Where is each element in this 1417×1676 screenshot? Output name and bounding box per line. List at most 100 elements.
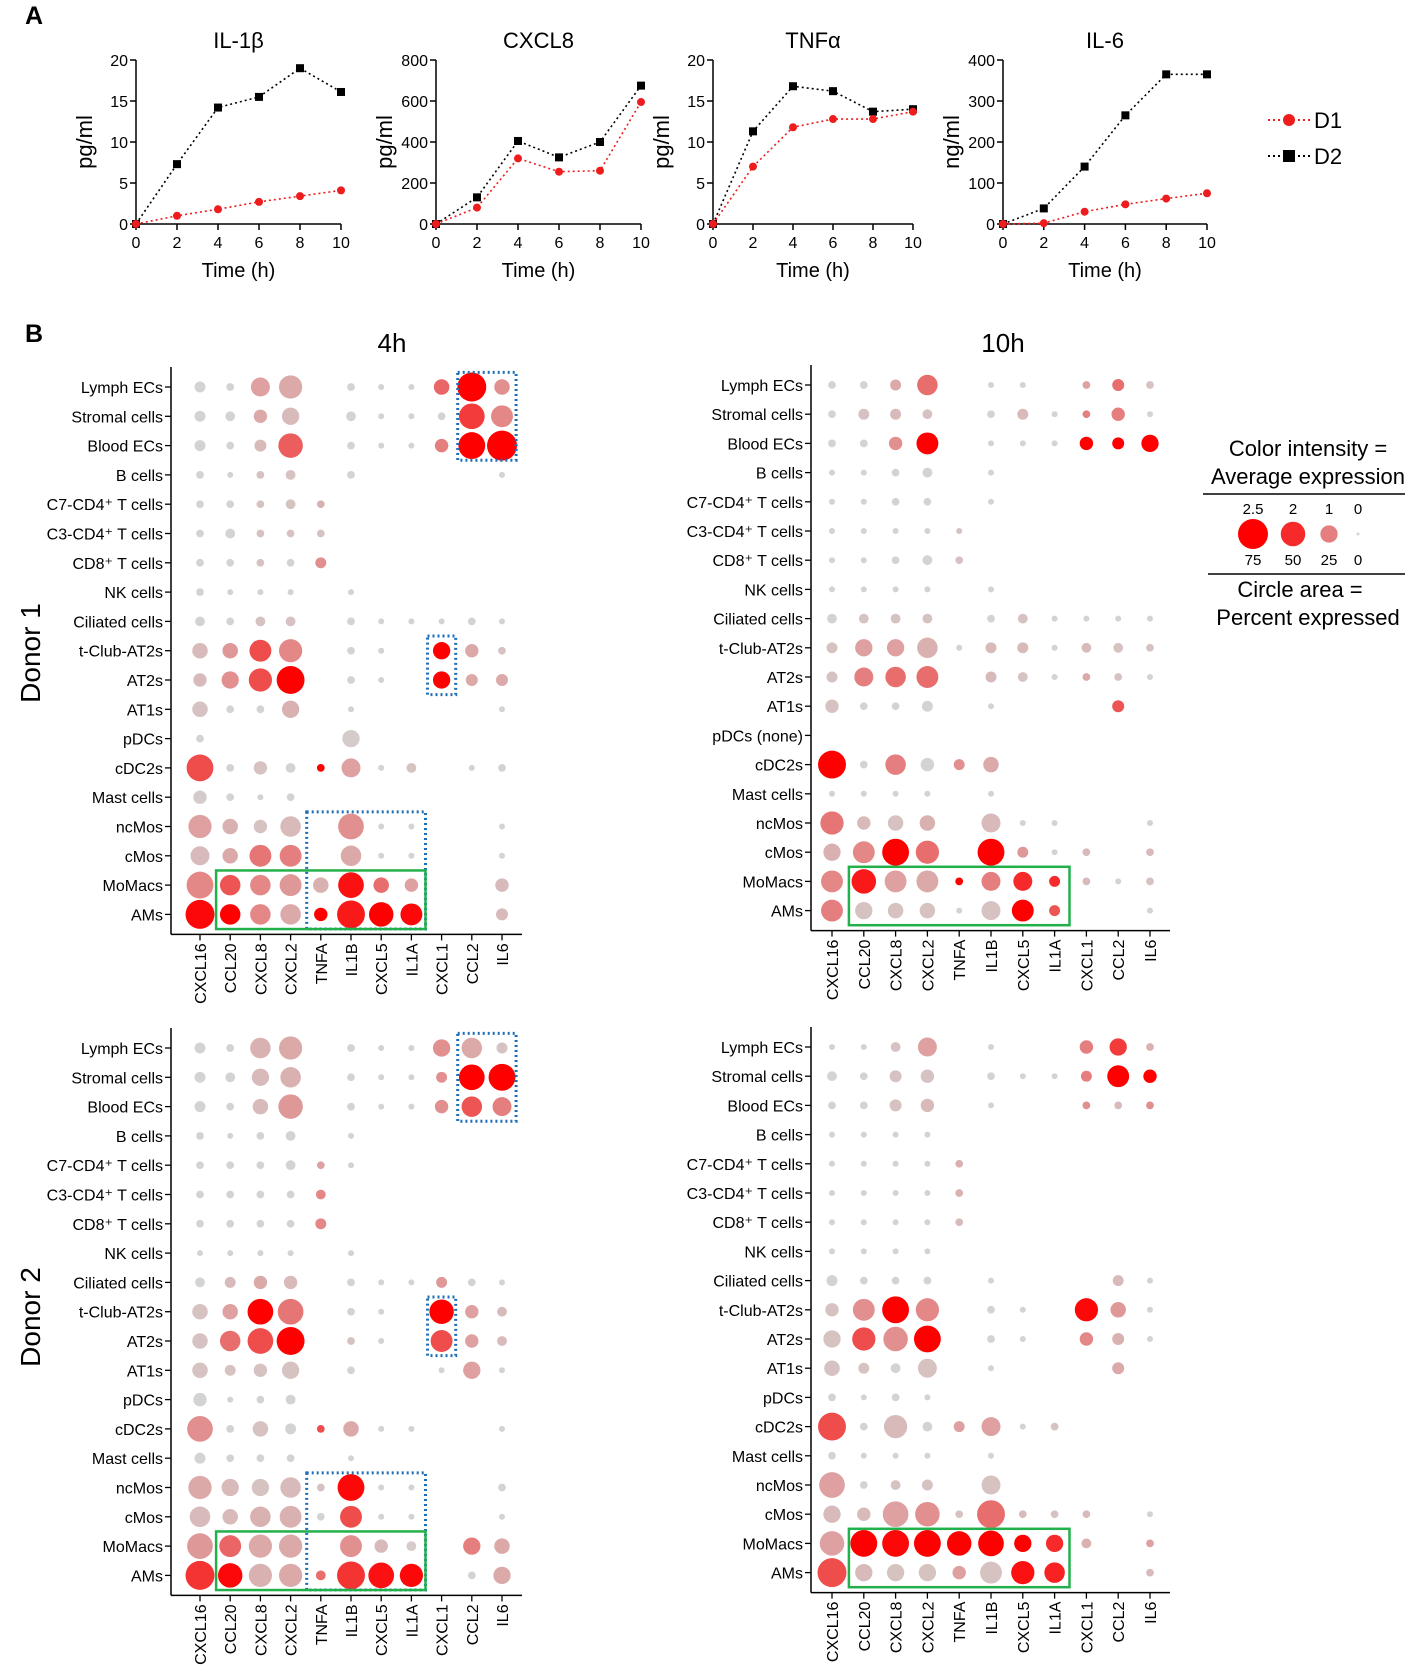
column-label-cxcl5: CXCL5 (374, 1604, 391, 1656)
dot-size-legend: Color intensity = Average expression 2.5… (1203, 436, 1405, 630)
dot-cdc2s-tnfa (316, 1425, 325, 1433)
dot-ciliated-cells-cxcl8 (890, 613, 901, 624)
dot-ciliated-cells-ccl20 (859, 1276, 868, 1285)
dot-momacs-ccl20 (219, 1535, 242, 1558)
dot-at2s-il1a (1051, 674, 1058, 680)
dot-c3-cd4-t-cells-tnfa (315, 1189, 326, 1200)
dot-stromal-cells-ccl2 (458, 403, 485, 430)
row-label-c3-cd4-t-cells: C3-CD4⁺ T cells (47, 1188, 163, 1205)
y-tick-label: 15 (687, 94, 705, 111)
x-tick-label: 4 (1080, 235, 1089, 252)
dot-blood-ecs-ccl20 (226, 1102, 235, 1111)
dot-cd8-t-cells-ccl20 (860, 557, 867, 564)
dot-ams-cxcl2 (280, 904, 301, 925)
dot-blood-ecs-cxcl2 (278, 433, 303, 458)
dot-c7-cd4-t-cells-cxcl8 (256, 1161, 265, 1170)
dot-pdcs-cxcl8 (891, 1393, 900, 1402)
dot-t-club-at2s-cxcl1 (432, 642, 451, 660)
dot-mast-cells-cxcl16 (829, 790, 835, 797)
dot-ncmos-il1b (337, 1474, 365, 1501)
column-label-tnfa: TNFA (952, 939, 969, 980)
row-label-at1s: AT1s (127, 702, 163, 719)
row-label-stromal-cells: Stromal cells (711, 407, 803, 424)
dot-cdc2s-tnfa (953, 1421, 965, 1433)
data-point-d1 (596, 166, 604, 175)
row-label-nk-cells: NK cells (104, 585, 163, 602)
data-point-d2 (749, 127, 757, 136)
dot-cmos-cxcl16 (823, 843, 841, 861)
dot-cd8-t-cells-tnfa (955, 556, 964, 565)
dot-cdc2s-cxcl5 (1019, 1423, 1026, 1430)
dot-blood-ecs-cxcl1 (434, 438, 449, 453)
dot-nk-cells-ccl20 (860, 1248, 867, 1255)
x-tick-label: 4 (514, 235, 523, 252)
dot-ciliated-cells-cxcl16 (826, 1275, 838, 1287)
dot-nk-cells-cxcl16 (197, 1250, 203, 1257)
legend-dot (1238, 519, 1268, 549)
dot-ciliated-cells-il6 (499, 1279, 505, 1286)
dot-stromal-cells-ccl2 (1111, 407, 1125, 421)
dot-blood-ecs-il1b (988, 440, 994, 447)
dot-cdc2s-cxcl8 (253, 761, 268, 775)
legend-dot (1356, 532, 1360, 536)
dot-at2s-ccl20 (852, 1327, 876, 1351)
dot-ncmos-il1b (981, 1475, 1001, 1495)
row-label-at2s: AT2s (127, 1334, 163, 1351)
column-label-il1b: IL1B (984, 940, 1001, 973)
dot-at1s-ccl2 (463, 1361, 481, 1379)
dot-nk-cells-il1b (988, 586, 994, 593)
dot-at2s-cxcl5 (378, 677, 385, 683)
dot-b-cells-cxcl2 (924, 1131, 931, 1138)
dot-blood-ecs-cxcl8 (889, 1099, 902, 1112)
dot-ams-ccl2 (467, 1571, 476, 1580)
data-point-d1 (869, 115, 877, 124)
x-axis-title: Time (h) (1068, 260, 1142, 282)
dot-cmos-tnfa (955, 1510, 964, 1519)
row-label-cd8-t-cells: CD8⁺ T cells (712, 553, 803, 570)
panel-b-label: B (25, 320, 43, 348)
y-tick-label: 10 (687, 135, 705, 152)
dot-ncmos-cxcl16 (188, 1475, 212, 1500)
row-label-t-club-at2s: t-Club-AT2s (79, 644, 163, 661)
dot-mast-cells-cxcl16 (193, 790, 207, 804)
dot-lymph-ecs-ccl2 (457, 372, 487, 402)
dot-c7-cd4-t-cells-cxcl2 (285, 499, 296, 510)
column-label-cxcl1: CXCL1 (1079, 1601, 1096, 1653)
dot-ams-il1a (1044, 1562, 1065, 1583)
dot-blood-ecs-il1a (408, 442, 415, 449)
row-label-cd8-t-cells: CD8⁺ T cells (72, 1217, 163, 1234)
dot-momacs-il6 (494, 1538, 510, 1554)
x-tick-label: 10 (1198, 235, 1216, 252)
dot-ams-il1b (337, 1561, 365, 1590)
dot-cmos-cxcl8 (882, 1501, 909, 1528)
dot-b-cells-ccl20 (227, 1132, 234, 1139)
dot-c7-cd4-t-cells-cxcl16 (196, 1161, 204, 1170)
dot-ciliated-cells-il1b (987, 614, 995, 623)
dot-momacs-tnfa (955, 877, 964, 886)
dot-stromal-cells-cxcl2 (281, 407, 300, 425)
dot-ams-tnfa (314, 907, 328, 922)
row-label-pdcs-none: pDCs (none) (712, 728, 803, 745)
data-point-d1 (909, 107, 917, 116)
dot-stromal-cells-cxcl5 (1017, 408, 1029, 420)
x-tick-label: 8 (296, 235, 305, 252)
data-point-d1 (1039, 219, 1048, 228)
dot-stromal-cells-ccl20 (858, 408, 870, 420)
dot-t-club-at2s-cxcl1 (1074, 1298, 1099, 1322)
dot-momacs-cxcl2 (279, 874, 302, 897)
dot-mast-cells-cxcl2 (924, 790, 931, 797)
dot-stromal-cells-cxcl16 (194, 410, 206, 422)
dot-lymph-ecs-cxcl2 (917, 374, 938, 396)
x-tick-label: 2 (173, 235, 182, 252)
row-label-c3-cd4-t-cells: C3-CD4⁺ T cells (687, 1186, 803, 1203)
dot-ncmos-cxcl2 (921, 1479, 933, 1491)
column-label-ccl20: CCL20 (223, 943, 240, 993)
dot-at1s-ccl20 (858, 1362, 870, 1374)
y-tick-label: 0 (419, 217, 428, 234)
dot-lymph-ecs-il6 (1146, 381, 1154, 389)
dot-cd8-t-cells-cxcl2 (286, 1219, 295, 1228)
dot-t-club-at2s-cxcl2 (917, 637, 938, 659)
dot-ncmos-cxcl5 (378, 823, 385, 830)
row-label-b-cells: B cells (756, 466, 803, 483)
x-tick-label: 8 (596, 235, 605, 252)
